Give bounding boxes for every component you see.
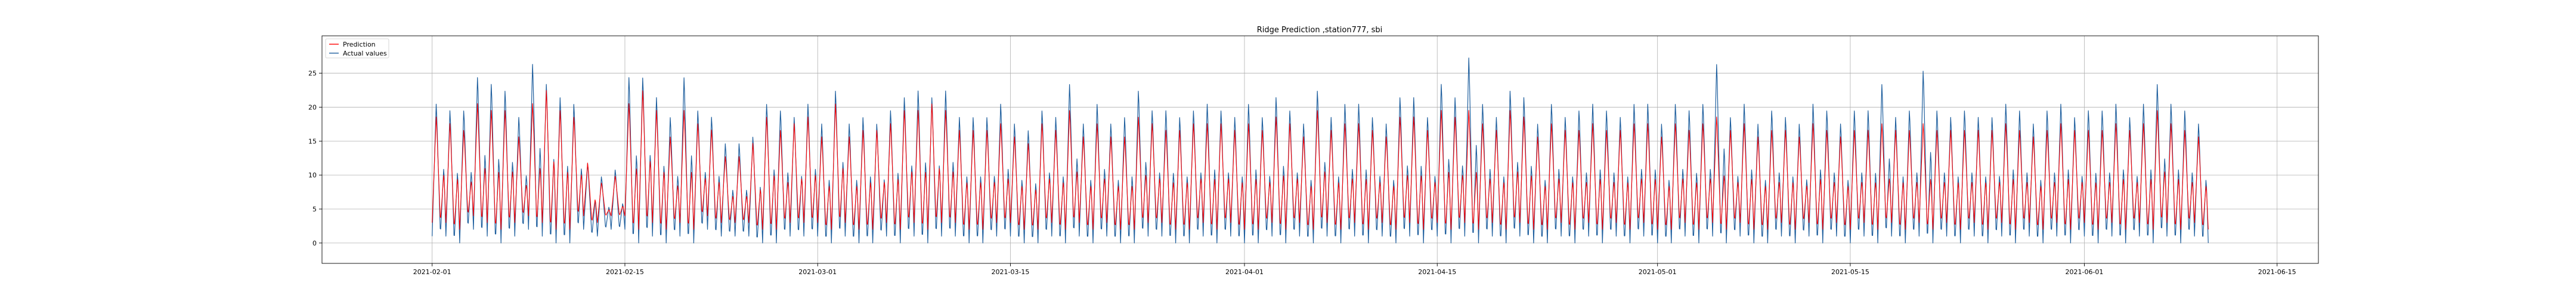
x-tick-label: 2021-06-01	[2066, 268, 2104, 276]
x-axis: 2021-02-01 2021-02-15 2021-03-01 2021-03-15…	[413, 263, 2296, 276]
y-axis: 0 5 10 15 20 25	[308, 70, 322, 247]
legend-label-prediction: Prediction	[343, 41, 376, 48]
x-tick-label: 2021-04-01	[1225, 268, 1264, 276]
legend: Prediction Actual values	[325, 38, 389, 59]
x-tick-label: 2021-04-15	[1418, 268, 1456, 276]
y-tick-label: 5	[312, 205, 317, 213]
legend-box	[325, 38, 389, 59]
x-tick-label: 2021-05-15	[1831, 268, 1869, 276]
series-layer	[432, 57, 2209, 244]
x-tick-label: 2021-06-15	[2258, 268, 2296, 276]
y-tick-label: 15	[308, 137, 317, 145]
chart-title: Ridge Prediction ,station777, sbi	[1257, 26, 1383, 35]
series-line-prediction	[432, 90, 2209, 230]
y-tick-label: 0	[312, 239, 317, 247]
axes-frame	[321, 35, 2319, 264]
x-tick-label: 2021-03-15	[992, 268, 1030, 276]
y-tick-label: 25	[308, 70, 317, 78]
y-tick-label: 10	[308, 171, 317, 179]
x-tick-label: 2021-02-15	[606, 268, 644, 276]
x-tick-label: 2021-05-01	[1639, 268, 1677, 276]
y-tick-label: 20	[308, 103, 317, 111]
legend-label-actual: Actual values	[343, 50, 387, 57]
x-tick-label: 2021-02-01	[413, 268, 451, 276]
x-tick-label: 2021-03-01	[798, 268, 837, 276]
